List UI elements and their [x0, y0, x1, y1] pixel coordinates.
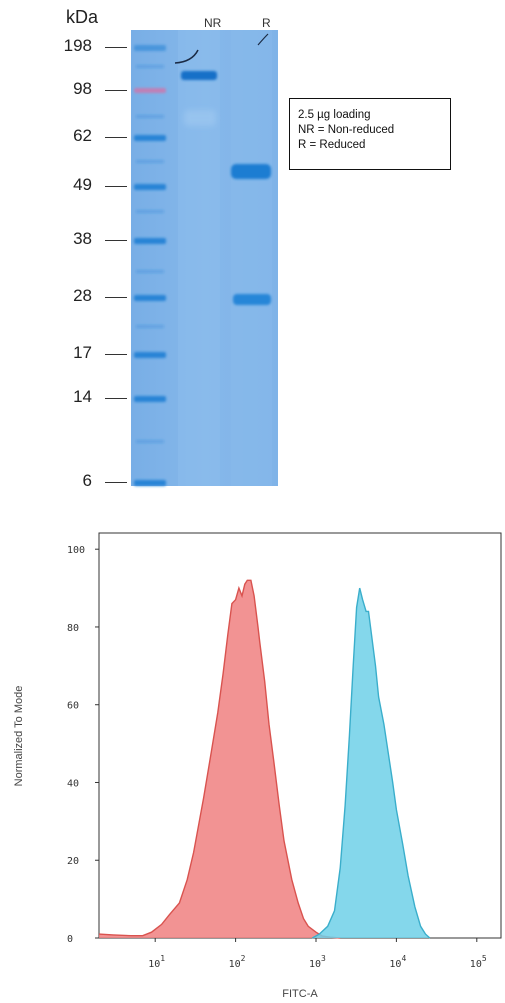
histogram-chart: 0 20 40 60 80 100 101 102 103 104 105 Normalized …: [13, 532, 502, 1000]
r-band-heavy-chain: [231, 164, 271, 179]
mw-tick-17: [105, 354, 127, 355]
ladder-faint-band-6: [136, 440, 164, 443]
ladder-band-14: [134, 396, 166, 402]
r-well-mark: [257, 33, 269, 46]
mw-label-14: 14: [73, 387, 92, 406]
ladder-faint-band-4: [136, 270, 164, 273]
histogram-outline-1: [98, 579, 341, 939]
y-tick-label-60: 60: [67, 701, 79, 712]
lane-label-nr: NR: [204, 16, 222, 30]
ladder-faint-band-0: [136, 65, 164, 68]
mw-tick-98: [105, 90, 127, 91]
y-tick-label-0: 0: [67, 934, 73, 945]
sds-page-gel-panel: kDa NR R 198 98 62 49 38 28 17 14 6 2.5 µg loadi…: [0, 0, 505, 500]
ladder-band-17: [134, 352, 166, 358]
ladder-faint-band-3: [136, 210, 164, 213]
gel-background: [131, 30, 278, 486]
y-tick-label-100: 100: [67, 545, 85, 556]
r-band-light-chain: [233, 294, 271, 305]
x-axis-title: FITC-A: [282, 988, 318, 1000]
ladder-band-38: [134, 238, 166, 244]
x-tick-label-2: 102: [229, 954, 246, 970]
ladder-band-62: [134, 135, 166, 141]
legend-line-loading: 2.5 µg loading: [298, 109, 371, 121]
loading-legend-box: 2.5 µg loading NR = Non-reduced R = Redu…: [289, 98, 451, 170]
y-tick-label-40: 40: [67, 778, 79, 789]
histogram-outline-2: [311, 587, 431, 939]
x-tick-label-1: 101: [148, 954, 165, 970]
mw-tick-6: [105, 482, 127, 483]
mw-label-17: 17: [73, 343, 92, 362]
mw-label-6: 6: [82, 471, 92, 490]
mw-label-198: 198: [63, 36, 92, 55]
marker-ladder: [134, 45, 166, 486]
mw-tick-49: [105, 186, 127, 187]
x-tick-label-3: 103: [309, 954, 326, 970]
nr-band-faint: [184, 110, 216, 126]
mw-label-28: 28: [73, 286, 92, 305]
ladder-band-6: [134, 480, 166, 486]
nr-well-mark: [174, 49, 199, 64]
ladder-faint-band-5: [136, 325, 164, 328]
mw-label-49: 49: [73, 175, 92, 194]
mw-tick-28: [105, 297, 127, 298]
ladder-band-98: [134, 88, 166, 93]
mw-label-38: 38: [73, 229, 92, 248]
histogram-area-1: [99, 580, 341, 938]
legend-line-nr: NR = Non-reduced: [298, 124, 395, 136]
y-tick-label-80: 80: [67, 623, 79, 634]
y-tick-label-20: 20: [67, 856, 79, 867]
ladder-band-28: [134, 295, 166, 301]
nr-band-heavy: [181, 71, 217, 80]
plot-frame: [98, 532, 502, 939]
x-tick-label-5: 105: [470, 954, 487, 970]
ladder-faint-band-2: [136, 160, 164, 163]
mw-label-62: 62: [73, 126, 92, 145]
mw-tick-198: [105, 47, 127, 48]
ladder-band-198: [134, 45, 166, 51]
y-axis-title: Normalized To Mode: [13, 686, 25, 787]
ladder-band-49: [134, 184, 166, 190]
legend-line-r: R = Reduced: [298, 139, 366, 151]
mw-tick-14: [105, 398, 127, 399]
ladder-faint-band-1: [136, 115, 164, 118]
mw-tick-38: [105, 240, 127, 241]
mw-tick-62: [105, 137, 127, 138]
flow-cytometry-histogram-panel: 0 20 40 60 80 100 101 102 103 104 105 Normalized …: [0, 500, 505, 1003]
gel-image: [131, 30, 278, 486]
lane-label-r: R: [262, 16, 271, 30]
x-tick-label-4: 104: [389, 954, 406, 970]
kda-unit-label: kDa: [66, 7, 99, 27]
mw-label-98: 98: [73, 79, 92, 98]
